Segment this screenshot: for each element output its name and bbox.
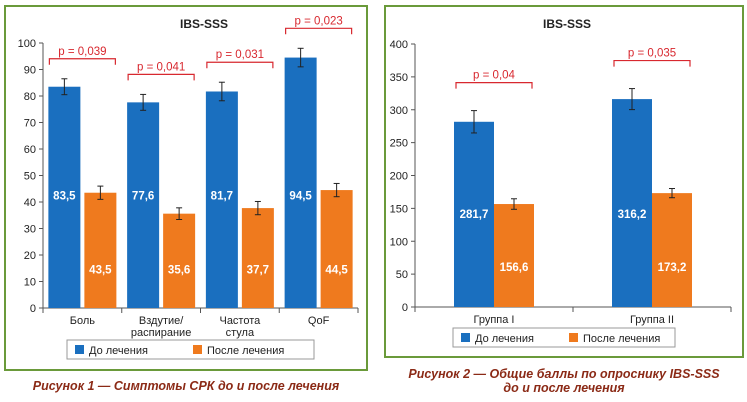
x-tick-label: стула	[226, 327, 255, 339]
significance-bracket	[613, 59, 691, 67]
data-label-before: 77,6	[132, 190, 154, 202]
caption-line: до и после лечения	[503, 381, 625, 395]
x-tick-label: Частота	[219, 315, 261, 327]
legend-label-before: До лечения	[89, 345, 148, 357]
y-tick-label: 50	[396, 269, 408, 281]
legend-swatch-after	[569, 333, 578, 342]
bar-after	[494, 204, 534, 307]
y-tick-label: 90	[24, 65, 36, 77]
x-tick-label: Группа II	[630, 314, 674, 326]
bar-before	[612, 99, 652, 307]
y-tick-label: 10	[24, 277, 36, 289]
bar-after	[84, 192, 117, 308]
y-tick-label: 0	[30, 303, 36, 315]
y-tick-label: 50	[24, 171, 36, 183]
caption-line: Рисунок 2 — Общие баллы по опроснику IBS…	[408, 367, 720, 381]
x-tick-label: Боль	[70, 315, 96, 327]
bar-before	[127, 102, 160, 308]
data-label-before: 94,5	[289, 190, 312, 202]
bar-before	[454, 121, 494, 307]
y-tick-label: 100	[390, 236, 408, 248]
y-tick-label: 300	[390, 105, 408, 117]
bar-after	[241, 208, 274, 308]
y-tick-label: 60	[24, 144, 36, 156]
legend-label-after: После лечения	[583, 333, 660, 345]
bar-after	[320, 190, 353, 308]
y-tick-label: 0	[402, 302, 408, 314]
bar-before	[284, 57, 317, 309]
data-label-after: 44,5	[325, 265, 348, 277]
bar-before	[48, 86, 81, 308]
y-tick-label: 150	[390, 203, 408, 215]
y-tick-label: 70	[24, 118, 36, 130]
data-label-before: 81,7	[211, 190, 233, 202]
y-tick-label: 400	[390, 39, 408, 51]
figure-caption-1: Рисунок 1 — Симптомы СРК до и после лече…	[4, 379, 368, 393]
p-value-label: p = 0,023	[294, 15, 342, 27]
bar-before	[205, 91, 238, 309]
x-tick-label: распирание	[131, 327, 191, 339]
chart-title: IBS-SSS	[543, 17, 591, 31]
chart-panel-total-scores: IBS-SSS 0 50 100 150 200 250 300 350 400 Группа I 2…	[384, 5, 744, 358]
data-label-before: 316,2	[618, 209, 647, 221]
data-label-after: 37,7	[247, 265, 269, 277]
chart-title: IBS-SSS	[180, 17, 228, 31]
significance-bracket	[206, 61, 274, 69]
legend-box	[66, 339, 315, 360]
bar-after	[652, 193, 692, 307]
y-tick-label: 30	[24, 224, 36, 236]
legend-swatch-before	[75, 345, 84, 354]
x-tick-label: Вздутие/	[139, 315, 184, 327]
p-value-label: p = 0,041	[137, 61, 185, 73]
bar-after	[163, 213, 196, 308]
y-tick-label: 20	[24, 250, 36, 262]
y-tick-label: 200	[390, 171, 408, 183]
legend-box	[452, 327, 676, 348]
figure-caption-2: Рисунок 2 — Общие баллы по опроснику IBS…	[384, 367, 744, 395]
y-tick-label: 250	[390, 138, 408, 150]
y-tick-label: 40	[24, 197, 36, 209]
p-value-label: p = 0,035	[628, 48, 676, 60]
caption-line: Рисунок 1 — Симптомы СРК до и после лече…	[32, 379, 340, 393]
legend-label-before: До лечения	[475, 333, 534, 345]
p-value-label: p = 0,031	[216, 49, 264, 61]
data-label-after: 43,5	[89, 265, 112, 277]
legend-swatch-before	[461, 333, 470, 342]
total-scores-chart: IBS-SSS 0 50 100 150 200 250 300 350 400 Группа I 2…	[390, 17, 732, 348]
legend-label-after: После лечения	[207, 345, 284, 357]
chart-panel-symptoms: IBS-SSS 0 10 20 30 40 50 60 70 80 90 100 Боль 83,5 43,…	[4, 5, 368, 371]
y-tick-label: 80	[24, 91, 36, 103]
symptoms-chart: IBS-SSS 0 10 20 30 40 50 60 70 80 90 100 Боль 83,5 43,…	[18, 15, 359, 360]
data-label-after: 173,2	[658, 262, 687, 274]
legend-swatch-after	[193, 345, 202, 354]
data-label-before: 83,5	[53, 190, 76, 202]
data-label-after: 156,6	[500, 262, 529, 274]
p-value-label: p = 0,039	[58, 46, 106, 58]
significance-bracket	[455, 82, 533, 89]
y-tick-label: 350	[390, 72, 408, 84]
x-tick-label: QoF	[308, 315, 330, 327]
x-tick-label: Группа I	[474, 314, 515, 326]
data-label-before: 281,7	[460, 209, 489, 221]
significance-bracket	[127, 73, 195, 81]
y-tick-label: 100	[18, 38, 36, 50]
data-label-after: 35,6	[168, 265, 190, 277]
p-value-label: p = 0,04	[473, 70, 515, 82]
significance-bracket	[48, 58, 116, 65]
significance-bracket	[285, 27, 353, 35]
